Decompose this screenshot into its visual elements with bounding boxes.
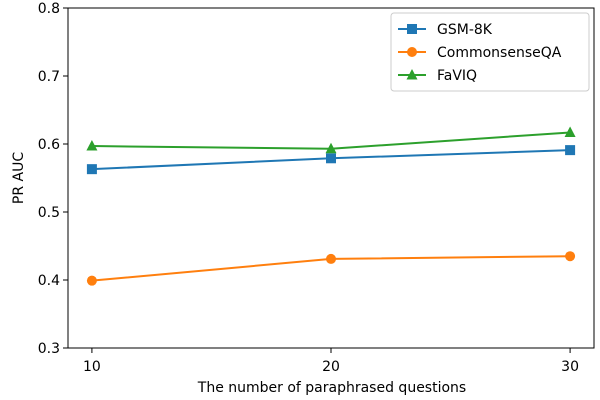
legend-marker xyxy=(407,47,417,57)
y-tick-label: 0.4 xyxy=(38,273,60,289)
data-point xyxy=(86,140,98,151)
legend-label: CommonsenseQA xyxy=(437,45,562,61)
legend-label: FaVIQ xyxy=(437,68,477,84)
y-tick-label: 0.3 xyxy=(38,341,60,357)
y-axis-label: PR AUC xyxy=(11,152,27,204)
legend-box xyxy=(390,12,590,92)
x-tick-label: 30 xyxy=(561,359,579,375)
legend: GSM-8K CommonsenseQA FaVIQ xyxy=(390,12,590,92)
x-tick-label: 10 xyxy=(83,359,101,375)
y-tick-label: 0.8 xyxy=(38,1,60,17)
series-layer xyxy=(86,126,576,286)
axes-layer: 0.3 0.4 0.5 0.6 0.7 0.8 10 20 30 xyxy=(38,1,595,375)
data-point xyxy=(565,251,576,262)
data-point xyxy=(86,275,97,286)
legend-marker xyxy=(407,24,417,34)
data-point xyxy=(325,142,337,154)
y-tick-label: 0.7 xyxy=(38,69,60,85)
y-tick-label: 0.5 xyxy=(38,205,60,221)
x-axis-label: The number of paraphrased questions xyxy=(197,380,466,396)
data-point xyxy=(326,153,336,164)
data-point xyxy=(565,145,576,156)
data-point xyxy=(326,253,336,264)
data-point xyxy=(564,126,576,137)
data-point xyxy=(86,164,97,175)
y-tick-label: 0.6 xyxy=(38,137,60,153)
legend-label: GSM-8K xyxy=(437,22,493,38)
legend-marker xyxy=(406,69,418,80)
x-tick-label: 20 xyxy=(322,359,340,375)
